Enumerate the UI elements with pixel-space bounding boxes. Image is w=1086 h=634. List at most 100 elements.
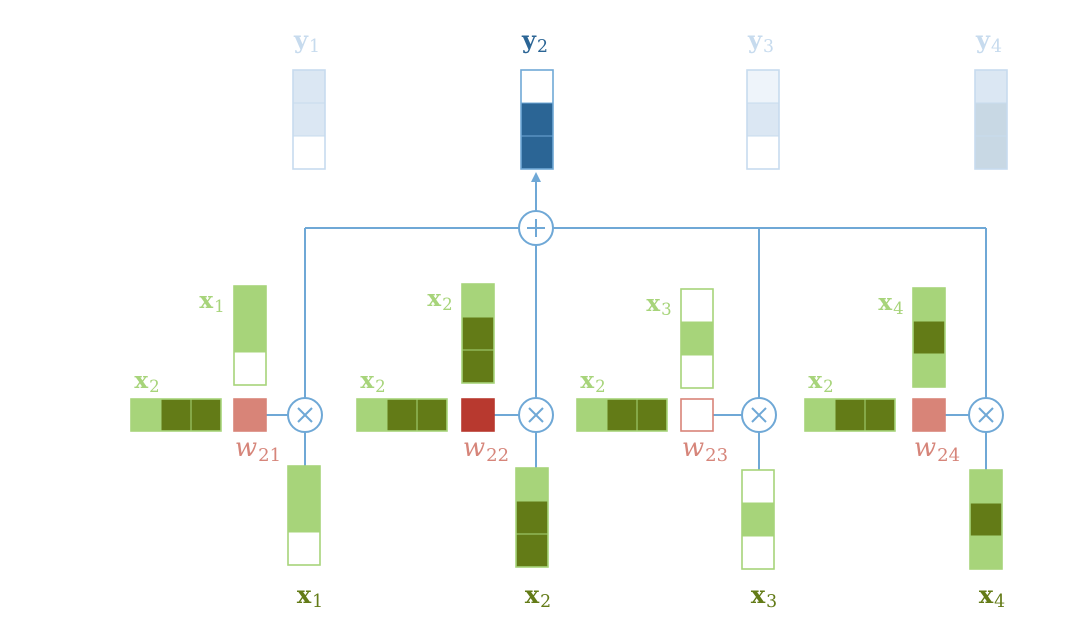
query-vector-x2-1-border [130,398,222,432]
key-vector-x2-cell [461,283,495,318]
key-vector-x1 [233,285,267,386]
output-vector-y3 [746,69,780,170]
output-vector-y2-cell [520,135,554,170]
query-vector-x2-1 [130,398,222,432]
key-vector-x3 [680,288,714,389]
key-vector-x2-border [461,283,495,384]
query-label-x2: 𝐱2 [360,367,385,396]
query-vector-x2-3-cell [576,398,608,432]
value-label-x3: 𝐱3 [751,580,777,612]
value-vector-x4 [969,469,1003,570]
key-vector-x4 [912,287,946,388]
key-label-x3: 𝐱3 [646,290,671,319]
weight-label-w24: w24 [914,433,960,466]
multiply-icon [978,407,994,423]
output-label-y3: 𝐲3 [747,25,774,57]
key-vector-x2 [461,283,495,384]
query-label-x2: 𝐱2 [808,367,833,396]
value-vector-x2-cell [515,533,549,568]
value-vector-x3-cell [741,502,775,537]
query-vector-x2-2-border [356,398,448,432]
weight-w21 [233,398,267,432]
weight-label-w21: w21 [235,433,281,466]
key-vector-x1-border [233,285,267,386]
sum-node [518,210,554,246]
query-vector-x2-4 [804,398,896,432]
query-vector-x2-1-cell [130,398,162,432]
key-vector-x1-cell [233,318,267,353]
weight-label-w22: w22 [463,433,509,466]
value-vector-x2 [515,467,549,568]
key-vector-x4-cell [912,287,946,322]
value-vector-x1-border [287,465,321,566]
output-vector-y1-cell [292,69,326,104]
output-vector-y4-cell [974,69,1008,104]
output-vector-y1-cell [292,135,326,170]
arrow-up-icon [531,172,541,182]
query-vector-x2-1-cell [190,398,222,432]
query-vector-x2-2-cell [416,398,448,432]
key-vector-x2-cell [461,349,495,384]
output-vector-y3-cell [746,102,780,137]
value-label-x2: 𝐱2 [525,580,551,612]
attention-unit-2: w22 [461,397,554,466]
output-label-y1: 𝐲1 [293,25,320,57]
query-vector-x2-2-cell [386,398,418,432]
output-vector-y1-cell [292,102,326,137]
output-vector-y1-border [292,69,326,170]
output-vector-y3-cell [746,69,780,104]
output-vector-y2 [520,69,554,170]
value-vector-x1-cell [287,498,321,533]
output-vector-y3-border [746,69,780,170]
key-vector-x2-cell [461,316,495,351]
value-vector-x4-cell [969,535,1003,570]
query-vector-x2-3-border [576,398,668,432]
output-label-y4: 𝐲4 [975,25,1002,57]
query-vector-x2-4-cell [834,398,866,432]
multiply-icon [751,407,767,423]
value-vector-x4-cell [969,469,1003,504]
query-vector-x2-4-cell [804,398,836,432]
value-vector-x2-border [515,467,549,568]
multiply-icon [297,407,313,423]
value-vector-x3 [741,469,775,570]
key-vector-x3-border [680,288,714,389]
query-vector-x2-2 [356,398,448,432]
key-label-x4: 𝐱4 [878,289,903,318]
multiply-icon [528,407,544,423]
value-vector-x2-cell [515,500,549,535]
value-vector-x1-cell [287,465,321,500]
value-vector-x1-cell [287,531,321,566]
output-vector-y2-cell [520,102,554,137]
output-vector-y3-cell [746,135,780,170]
query-vector-x2-4-border [804,398,896,432]
value-vector-x4-cell [969,502,1003,537]
key-vector-x1-cell [233,351,267,386]
query-vector-x2-2-cell [356,398,388,432]
value-vector-x3-cell [741,469,775,504]
key-vector-x1-cell [233,285,267,320]
query-vector-x2-4-cell [864,398,896,432]
value-vector-x1 [287,465,321,566]
attention-unit-3: w23 [680,397,777,466]
key-vector-x3-cell [680,288,714,323]
output-vector-y4-border [974,69,1008,170]
attention-unit-1: w21 [233,397,323,466]
connection-lines [266,180,987,470]
query-vector-x2-3-cell [636,398,668,432]
weight-label-w23: w23 [682,433,728,466]
value-label-x4: 𝐱4 [979,580,1005,612]
value-vector-x4-border [969,469,1003,570]
key-label-x1: 𝐱1 [199,287,224,316]
query-vector-x2-3 [576,398,668,432]
output-vector-y4-cell [974,102,1008,137]
key-vector-x4-cell [912,320,946,355]
output-vector-y4-cell [974,135,1008,170]
key-label-x2: 𝐱2 [427,285,452,314]
key-vector-x3-cell [680,321,714,356]
key-vector-x3-cell [680,354,714,389]
key-vector-x4-border [912,287,946,388]
weight-w24 [912,398,946,432]
